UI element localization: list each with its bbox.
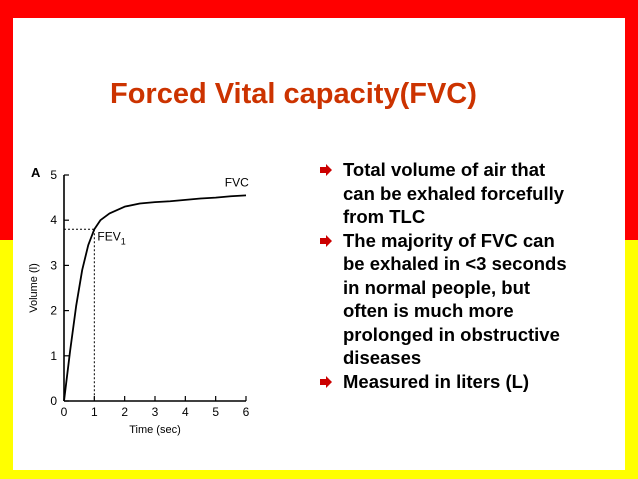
x-axis-label: Time (sec) [129, 424, 181, 436]
x-tick-label: 6 [243, 405, 250, 419]
y-tick-label: 2 [50, 304, 57, 318]
bullet-item: The majority of FVC can be exhaled in <3… [316, 229, 616, 370]
bullet-text: Total volume of air that can be exhaled … [343, 159, 565, 227]
annotation-label: FVC [225, 175, 249, 189]
x-tick-label: 2 [121, 405, 128, 419]
bullet-item: Measured in liters (L) [316, 370, 616, 394]
bullet-text: Measured in liters (L) [343, 370, 530, 392]
x-tick-label: 0 [61, 405, 68, 419]
y-tick-label: 0 [50, 394, 57, 408]
arrow-bullet-icon [320, 164, 332, 176]
bullet-text: The majority of FVC can be exhaled in <3… [343, 229, 567, 369]
x-tick-label: 5 [212, 405, 219, 419]
panel-label: A [31, 165, 41, 180]
series-line-fvc [63, 194, 247, 402]
y-tick-label: 4 [50, 213, 57, 227]
slide-panel: Forced Vital capacity(FVC) 0 1 2 3 4 5 6 0 1 2 3 4 5… [13, 18, 625, 470]
slide-title: Forced Vital capacity(FVC) [110, 78, 477, 110]
arrow-bullet-icon [320, 234, 332, 247]
x-tick-label: 3 [152, 405, 159, 419]
arrow-bullet-icon [320, 375, 332, 388]
fvc-chart: 0 1 2 3 4 5 6 0 1 2 3 4 5 Time (sec) Volume (l) A FVC FEV… [28, 165, 250, 436]
x-tick-label: 1 [91, 405, 98, 419]
y-tick-label: 3 [50, 258, 57, 272]
y-axis-label: Volume (l) [28, 263, 40, 313]
annotation-subscript: 1 [121, 237, 126, 247]
y-tick-label: 5 [50, 168, 57, 182]
bullet-list: Total volume of air that can be exhaled … [316, 158, 616, 393]
bullet-item: Total volume of air that can be exhaled … [316, 158, 616, 229]
y-tick-label: 1 [50, 349, 57, 363]
annotation-label: FEV1 [97, 230, 125, 247]
x-tick-label: 4 [182, 405, 189, 419]
